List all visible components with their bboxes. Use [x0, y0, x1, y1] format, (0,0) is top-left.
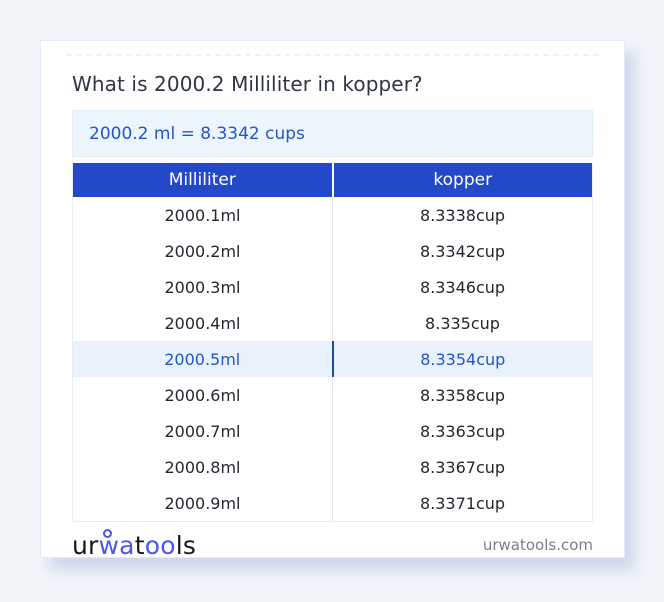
card-footer: urwatools urwatools.com: [72, 528, 593, 562]
column-header-kopper: kopper: [331, 163, 593, 197]
table-row[interactable]: 2000.2ml 8.3342cup: [73, 233, 592, 269]
table-header-row: Milliliter kopper: [73, 163, 592, 197]
decorative-dashed-line: [66, 54, 599, 56]
table-row[interactable]: 2000.9ml 8.3371cup: [73, 485, 592, 521]
table-row[interactable]: 2000.5ml 8.3354cup: [73, 341, 592, 377]
logo-part: ls: [175, 530, 197, 560]
page-title: What is 2000.2 Milliliter in kopper?: [72, 72, 423, 96]
kopper-value[interactable]: 8.3371cup: [332, 485, 592, 521]
milliliter-value[interactable]: 2000.8ml: [164, 457, 241, 477]
milliliter-value[interactable]: 2000.3ml: [164, 277, 241, 297]
milliliter-value[interactable]: 2000.6ml: [164, 385, 241, 405]
milliliter-value[interactable]: 2000.5ml: [164, 349, 241, 369]
conversion-result-box: 2000.2 ml = 8.3342 cups: [72, 110, 593, 157]
kopper-value[interactable]: 8.3338cup: [332, 197, 592, 233]
converter-card: What is 2000.2 Milliliter in kopper? 200…: [40, 40, 625, 560]
table-row[interactable]: 2000.3ml 8.3346cup: [73, 269, 592, 305]
logo-ring-icon: [103, 528, 112, 538]
table-body: 2000.1ml 8.3338cup 2000.2ml 8.3342cup 2000.3…: [73, 197, 592, 521]
kopper-value[interactable]: 8.335cup: [332, 305, 592, 341]
table-row[interactable]: 2000.4ml 8.335cup: [73, 305, 592, 341]
table-row[interactable]: 2000.8ml 8.3367cup: [73, 449, 592, 485]
table-row[interactable]: 2000.6ml 8.3358cup: [73, 377, 592, 413]
logo-part: t: [134, 530, 145, 560]
logo-part: oo: [144, 530, 176, 560]
table-row[interactable]: 2000.7ml 8.3363cup: [73, 413, 592, 449]
kopper-value[interactable]: 8.3367cup: [332, 449, 592, 485]
milliliter-value[interactable]: 2000.1ml: [164, 205, 241, 225]
logo-part: ur: [72, 530, 99, 560]
site-url: urwatools.com: [482, 536, 593, 554]
kopper-value[interactable]: 8.3363cup: [332, 413, 592, 449]
table-row[interactable]: 2000.1ml 8.3338cup: [73, 197, 592, 233]
kopper-value[interactable]: 8.3342cup: [332, 233, 592, 269]
milliliter-value[interactable]: 2000.2ml: [164, 241, 241, 261]
conversion-result-text: 2000.2 ml = 8.3342 cups: [89, 123, 305, 144]
column-header-milliliter: Milliliter: [168, 170, 236, 190]
milliliter-value[interactable]: 2000.4ml: [164, 313, 241, 333]
urwatools-logo[interactable]: urwatools: [72, 528, 196, 560]
kopper-value[interactable]: 8.3354cup: [331, 341, 593, 377]
milliliter-value[interactable]: 2000.9ml: [164, 493, 241, 513]
milliliter-value[interactable]: 2000.7ml: [164, 421, 241, 441]
kopper-value[interactable]: 8.3346cup: [332, 269, 592, 305]
conversion-table: Milliliter kopper 2000.1ml 8.3338cup 2000.…: [72, 163, 593, 522]
logo-text: urwatools: [72, 531, 196, 560]
kopper-value[interactable]: 8.3358cup: [332, 377, 592, 413]
